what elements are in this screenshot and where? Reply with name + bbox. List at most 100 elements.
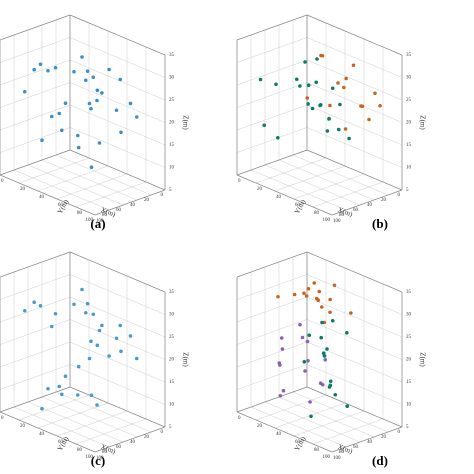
z-tick-label: 35 <box>169 53 175 58</box>
grid-line <box>306 82 403 123</box>
point <box>57 384 62 389</box>
x-tick-label: 80 <box>102 450 108 455</box>
point <box>89 165 94 169</box>
z-tick-label: 10 <box>406 166 412 171</box>
axis-frame <box>236 149 308 176</box>
axis-frame <box>331 189 403 216</box>
x-tick-label: 0 <box>398 430 401 435</box>
point <box>57 111 62 116</box>
point <box>338 102 342 107</box>
y-axis-title: Y(m) <box>56 435 71 453</box>
point <box>279 336 284 340</box>
grid-line <box>56 173 128 200</box>
x-tick-label: 40 <box>367 440 373 445</box>
axis-frame <box>306 251 403 293</box>
point <box>128 334 133 338</box>
x-tick-label: 0 <box>398 193 401 198</box>
z-tick-label: 25 <box>169 98 175 103</box>
point <box>22 89 27 94</box>
z-tick-label: 15 <box>169 143 175 148</box>
point <box>345 404 349 408</box>
point <box>38 304 43 308</box>
grid-line <box>69 104 166 146</box>
grid-line <box>69 127 166 168</box>
point <box>378 103 382 108</box>
point <box>49 114 54 119</box>
y-tick-label: 0 <box>238 416 241 421</box>
z-axis-title: Z(m) <box>418 115 426 130</box>
point <box>63 101 68 105</box>
point <box>306 286 311 291</box>
x-tick-label: 60 <box>116 445 122 450</box>
y-tick-label: 60 <box>58 440 64 445</box>
grid-line <box>236 274 308 300</box>
grid-line <box>236 59 308 86</box>
grid-line <box>0 127 71 153</box>
point <box>333 392 338 397</box>
x-tick-label: 80 <box>102 213 108 218</box>
point <box>336 81 340 85</box>
y-tick-label: 80 <box>314 211 320 216</box>
point <box>336 127 341 132</box>
point <box>306 102 310 106</box>
axis-frame <box>0 14 71 41</box>
point <box>305 96 310 100</box>
point <box>97 328 102 333</box>
axis-frame <box>69 14 166 56</box>
point <box>281 388 286 393</box>
x-tick-label: 100 <box>323 218 331 223</box>
z-tick-label: 5 <box>169 425 172 430</box>
point <box>72 69 76 74</box>
panel-caption: (b) <box>372 216 388 231</box>
axis-frame <box>69 251 166 293</box>
point <box>302 291 306 296</box>
axis-frame <box>306 14 403 56</box>
point <box>22 308 27 313</box>
grid-line <box>69 364 166 405</box>
point <box>305 339 310 344</box>
grid-line <box>293 173 365 200</box>
axis-frame <box>0 251 71 278</box>
grid-line <box>274 165 346 192</box>
y-tick-label: 60 <box>58 203 64 208</box>
point <box>80 287 84 292</box>
point <box>323 357 328 362</box>
panel: 0204060801000204060801005101520253035X(m… <box>0 251 189 468</box>
point <box>80 55 84 59</box>
grid-line <box>292 154 389 196</box>
panel: 0204060801000204060801005101520253035X(m… <box>236 251 426 468</box>
y-tick-label: 100 <box>96 456 104 461</box>
grid-line <box>306 341 403 383</box>
point <box>46 68 50 73</box>
point <box>87 356 92 361</box>
z-tick-label: 30 <box>406 76 412 81</box>
grid-line <box>264 164 361 206</box>
point <box>89 393 94 397</box>
point <box>332 283 337 288</box>
z-tick-label: 15 <box>406 143 412 148</box>
x-tick-label: 60 <box>353 208 359 213</box>
z-tick-label: 35 <box>169 290 175 295</box>
point <box>95 98 99 103</box>
point <box>319 305 324 309</box>
z-tick-label: 5 <box>169 188 172 193</box>
y-tick-label: 100 <box>96 219 104 224</box>
point <box>100 323 104 328</box>
y-tick-label: 0 <box>238 179 241 184</box>
z-tick-label: 20 <box>169 121 175 126</box>
point <box>60 128 64 133</box>
z-tick-label: 20 <box>169 358 175 363</box>
y-axis-title: Y(m) <box>56 198 71 216</box>
axis-frame <box>69 386 166 428</box>
point <box>328 379 333 384</box>
x-tick-label: 40 <box>130 203 136 208</box>
point <box>351 63 356 68</box>
point <box>53 65 58 70</box>
point <box>38 62 43 67</box>
y-tick-label: 60 <box>295 440 301 445</box>
grid-line <box>236 341 308 368</box>
x-tick-label: 40 <box>130 440 136 445</box>
grid-line <box>293 410 365 437</box>
point <box>330 318 335 323</box>
